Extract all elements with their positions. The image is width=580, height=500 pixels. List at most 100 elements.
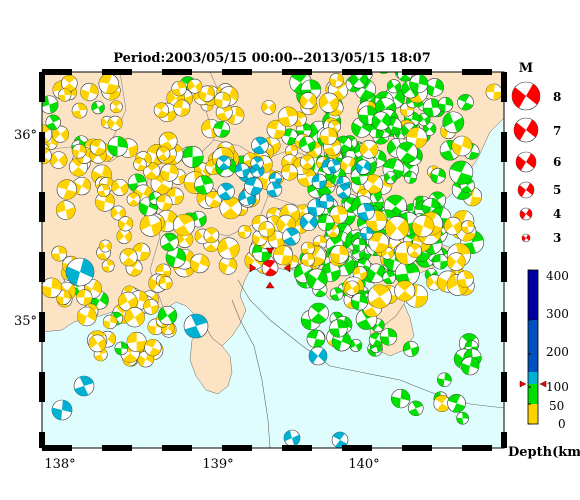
lon-label-138: 138° <box>44 457 75 472</box>
quake-marker <box>187 78 203 94</box>
quake-marker <box>157 305 178 326</box>
quake-marker <box>98 73 120 95</box>
quake-marker <box>425 78 444 97</box>
quake-marker <box>76 289 93 306</box>
quake-marker <box>329 287 344 301</box>
quake-marker <box>430 167 446 184</box>
quake-marker <box>443 216 463 236</box>
quake-marker <box>51 245 68 262</box>
quake-marker <box>432 253 449 270</box>
quake-marker <box>205 190 223 208</box>
quake-marker <box>282 227 301 246</box>
quake-marker <box>442 111 465 134</box>
quake-marker <box>45 114 61 131</box>
quake-marker <box>437 97 454 113</box>
quake-marker <box>329 319 348 338</box>
quake-marker <box>485 83 503 101</box>
quake-marker <box>183 313 209 339</box>
quake-marker <box>368 332 384 347</box>
quake-marker <box>118 291 138 312</box>
depth-bar-mid <box>528 384 538 404</box>
quake-marker <box>437 372 452 388</box>
quake-marker <box>390 388 411 409</box>
quake-marker <box>359 140 379 159</box>
latitude-labels: 36° 35° <box>14 128 37 329</box>
quake-marker <box>49 151 68 169</box>
quake-marker <box>171 80 187 97</box>
quake-marker <box>160 163 179 182</box>
quake-marker <box>261 100 276 115</box>
quake-marker <box>446 252 466 271</box>
quake-marker <box>433 394 451 412</box>
quake-marker <box>421 197 441 217</box>
mag-legend-label-3: 3 <box>553 231 561 245</box>
mainshock-marker <box>249 247 291 289</box>
quake-marker <box>71 143 87 159</box>
quake-marker <box>109 100 123 114</box>
quake-marker <box>329 205 348 224</box>
quake-marker <box>194 175 214 195</box>
quake-marker <box>412 215 435 238</box>
quake-marker <box>58 88 72 102</box>
quake-marker <box>306 329 326 349</box>
depth-bar-frame <box>527 269 539 425</box>
quake-marker <box>336 183 352 199</box>
quake-marker <box>42 95 59 114</box>
quake-marker <box>73 375 95 397</box>
quake-marker <box>88 334 107 353</box>
quake-marker <box>344 280 360 296</box>
quake-marker <box>216 155 232 171</box>
quake-marker <box>408 400 424 417</box>
quake-marker <box>217 237 240 260</box>
quake-marker <box>97 184 111 198</box>
mag-legend-label-8: 8 <box>553 90 561 104</box>
quake-marker <box>219 196 242 220</box>
quake-marker <box>386 79 402 94</box>
mag-legend-label-6: 6 <box>553 155 561 169</box>
quake-marker <box>317 214 335 232</box>
quake-marker <box>124 307 145 328</box>
magnitude-legend: M 8 7 6 5 4 3 <box>511 61 561 245</box>
depth-bar-shallow <box>528 404 538 424</box>
quake-marker <box>350 293 369 311</box>
quake-marker <box>363 174 384 194</box>
magnitude-legend-ball <box>515 151 537 173</box>
quake-marker <box>160 232 179 252</box>
quake-marker <box>156 194 173 211</box>
quake-marker <box>217 182 235 201</box>
quake-marker <box>258 221 275 238</box>
depth-bar-deeper <box>528 320 538 372</box>
quake-marker <box>160 321 175 336</box>
quake-marker <box>299 92 317 110</box>
quake-marker <box>394 280 416 302</box>
depth-bar-deepest <box>528 270 538 320</box>
lat-label-36: 36° <box>14 128 37 143</box>
quake-marker <box>306 268 328 290</box>
quake-marker <box>99 239 112 253</box>
depth-tick-100: 100 <box>546 380 569 394</box>
quakes <box>42 72 503 448</box>
quake-marker <box>449 160 474 185</box>
magnitude-legend-title: M <box>519 61 533 76</box>
quake-marker <box>56 179 78 200</box>
magnitude-legend-ball <box>513 117 539 143</box>
quake-marker <box>461 220 475 234</box>
quake-marker <box>218 256 238 275</box>
quake-marker <box>319 193 335 209</box>
quake-marker <box>234 162 250 178</box>
magnitude-legend-ball <box>521 233 531 243</box>
lon-label-139: 139° <box>202 457 233 472</box>
quake-marker <box>89 139 107 156</box>
quake-marker <box>250 156 264 170</box>
quake-marker <box>203 227 220 244</box>
quake-marker <box>251 136 269 155</box>
quake-marker <box>460 356 480 376</box>
quake-marker <box>350 72 368 89</box>
quake-marker <box>277 106 299 127</box>
quake-marker <box>319 127 338 146</box>
quake-marker <box>102 314 118 330</box>
depth-marker-icon <box>519 380 547 388</box>
quake-marker <box>407 243 422 258</box>
mainshock-arrows-icon <box>249 247 291 289</box>
mainshock-beachball <box>261 259 279 277</box>
